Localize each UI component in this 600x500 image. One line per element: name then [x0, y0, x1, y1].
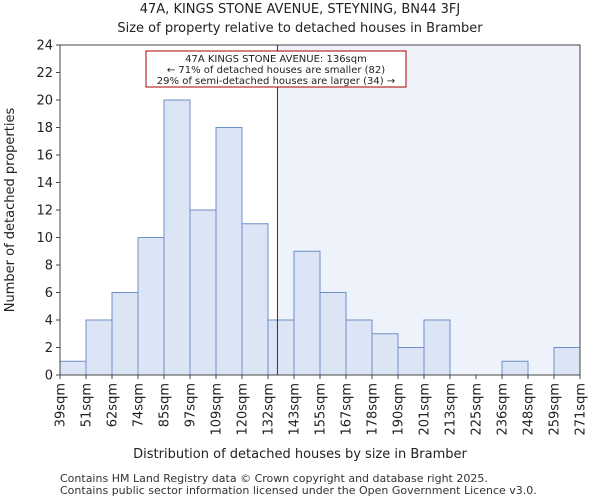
y-axis-label: Number of detached properties	[3, 108, 18, 313]
annotation-box: 47A KINGS STONE AVENUE: 136sqm ← 71% of …	[145, 50, 407, 88]
bar-190sqm	[397, 347, 425, 376]
plot-frame	[59, 44, 581, 376]
x-tick-label: 85sqm	[158, 383, 173, 427]
bar-62sqm	[111, 292, 139, 376]
bar-109sqm	[215, 127, 243, 376]
x-tick-label: 155sqm	[314, 383, 329, 436]
y-tick-label: 4	[45, 314, 53, 329]
bar-259sqm	[553, 347, 581, 376]
x-tick-label: 74sqm	[132, 383, 147, 427]
x-axis-label: Distribution of detached houses by size …	[133, 447, 467, 462]
x-tick-label: 271sqm	[574, 383, 589, 436]
bars-group	[59, 99, 581, 376]
x-axis-ticks: 39sqm 51sqm 62sqm 74sqm 85sqm 97sqm 109sqm 120s…	[54, 375, 589, 436]
x-tick-label: 190sqm	[392, 383, 407, 436]
y-tick-label: 10	[36, 231, 53, 246]
x-tick-label: 109sqm	[210, 383, 225, 436]
footer-line-1: Contains HM Land Registry data © Crown c…	[60, 472, 488, 485]
x-tick-label: 225sqm	[470, 383, 485, 436]
x-tick-label: 143sqm	[288, 383, 303, 436]
footer-line-2: Contains public sector information licen…	[60, 484, 537, 497]
bar-85sqm	[163, 99, 191, 376]
x-tick-label: 120sqm	[236, 383, 251, 436]
bar-51sqm	[85, 319, 113, 376]
bar-236sqm	[501, 360, 529, 376]
x-tick-label: 259sqm	[548, 383, 563, 436]
annotation-line-2: ← 71% of detached houses are smaller (82…	[167, 65, 385, 76]
y-tick-label: 0	[45, 369, 53, 384]
bar-155sqm	[319, 292, 347, 376]
chart-title: 47A, KINGS STONE AVENUE, STEYNING, BN44 …	[140, 2, 461, 17]
x-tick-label: 39sqm	[54, 383, 69, 427]
x-tick-label: 62sqm	[106, 383, 121, 427]
x-tick-label: 132sqm	[262, 383, 277, 436]
bar-120sqm	[241, 223, 269, 376]
y-tick-label: 6	[45, 286, 53, 301]
annotation-line-1: 47A KINGS STONE AVENUE: 136sqm	[185, 54, 367, 65]
bar-97sqm	[189, 209, 217, 376]
x-tick-label: 97sqm	[184, 383, 199, 427]
y-tick-label: 22	[36, 66, 53, 81]
x-tick-label: 178sqm	[366, 383, 381, 436]
x-tick-label: 201sqm	[418, 383, 433, 436]
y-tick-label: 24	[36, 39, 53, 54]
y-tick-label: 20	[36, 94, 53, 109]
bar-178sqm	[371, 333, 399, 376]
bar-201sqm	[423, 319, 451, 376]
x-tick-label: 236sqm	[496, 383, 511, 436]
bar-74sqm	[137, 237, 165, 376]
bar-167sqm	[345, 319, 373, 376]
y-tick-label: 8	[45, 259, 53, 274]
x-tick-label: 51sqm	[80, 383, 95, 427]
bar-39sqm	[59, 360, 87, 376]
y-tick-label: 2	[45, 341, 53, 356]
bar-132sqm	[267, 319, 295, 376]
y-tick-label: 12	[36, 204, 53, 219]
y-tick-label: 16	[36, 149, 53, 164]
y-tick-label: 18	[36, 121, 53, 136]
x-tick-label: 167sqm	[340, 383, 355, 436]
annotation-frame	[145, 50, 407, 88]
y-tick-label: 14	[36, 176, 53, 191]
bar-143sqm	[293, 250, 321, 376]
x-tick-label: 213sqm	[444, 383, 459, 436]
annotation-line-3: 29% of semi-detached houses are larger (…	[157, 76, 395, 87]
chart-subtitle: Size of property relative to detached ho…	[117, 21, 483, 36]
x-tick-label: 248sqm	[522, 383, 537, 436]
